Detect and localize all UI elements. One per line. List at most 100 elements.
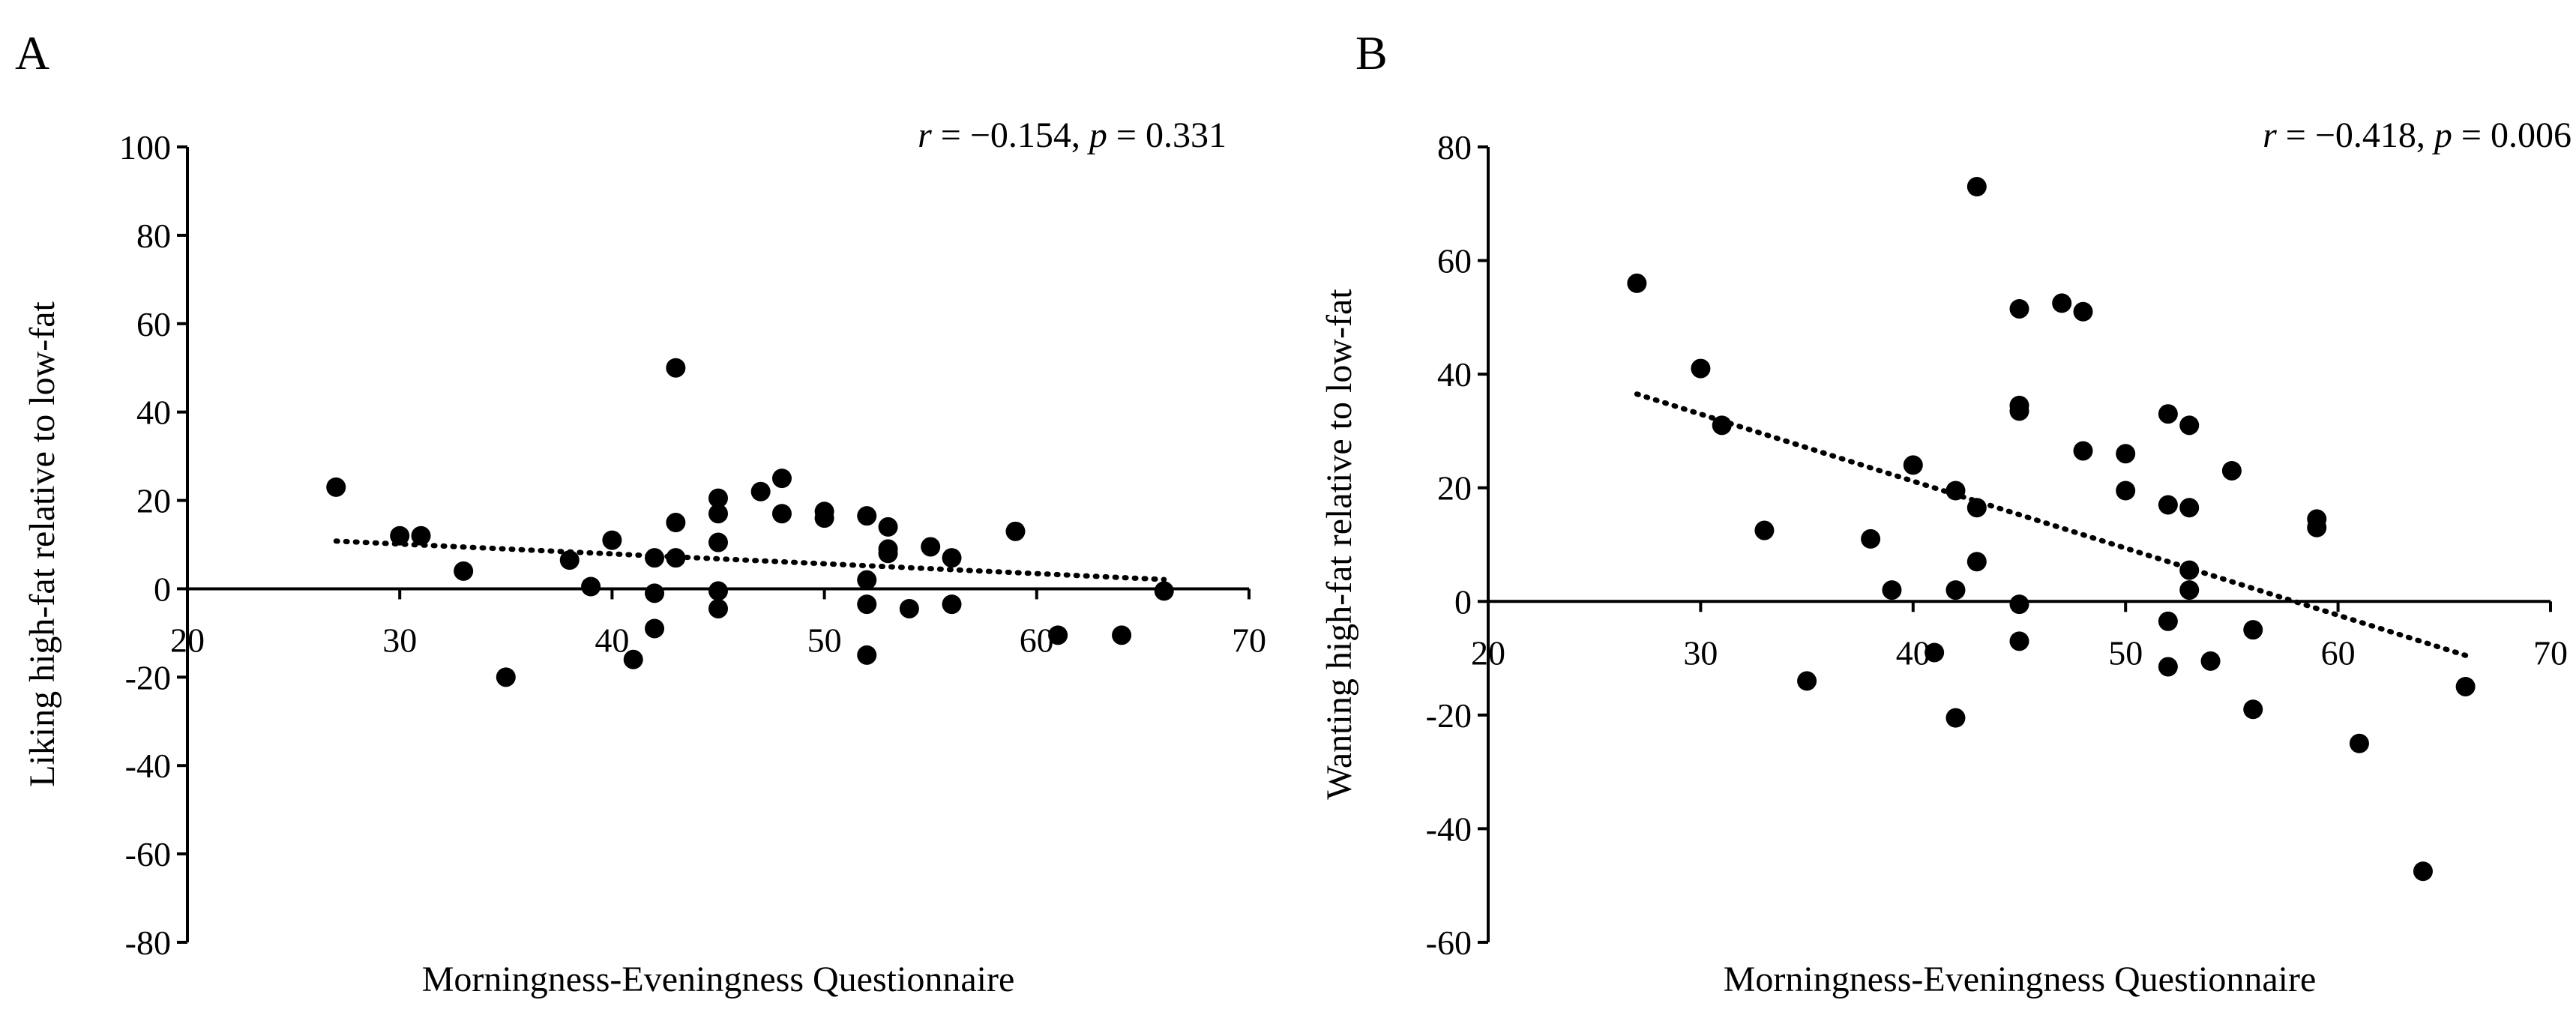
data-point <box>390 525 410 546</box>
data-point <box>2009 298 2029 319</box>
data-point <box>2009 631 2029 651</box>
data-point <box>857 645 877 665</box>
data-point <box>1627 273 1647 293</box>
data-point <box>623 649 643 669</box>
data-point <box>454 561 474 581</box>
data-point <box>326 477 346 497</box>
data-point <box>1903 455 1923 475</box>
data-point <box>581 576 601 597</box>
data-point <box>771 504 792 524</box>
data-point <box>2009 594 2029 615</box>
y-tick-label: 40 <box>136 394 171 432</box>
panel-a: A 100 80 60 40 20 0 -20 -40 -60 -80 20 30 40 50 60 70 Lik… <box>15 26 1266 999</box>
y-tick-label: 40 <box>1437 355 1472 394</box>
data-point <box>1797 671 1817 691</box>
data-point <box>2413 861 2433 882</box>
data-point <box>1861 528 1881 549</box>
annotation-r-text: = −0.154, <box>932 115 1089 155</box>
y-tick-label: 60 <box>136 305 171 343</box>
data-point <box>2116 481 2136 501</box>
data-point <box>1712 415 1732 436</box>
data-point <box>1154 581 1174 601</box>
data-point <box>645 548 665 568</box>
y-tick-label: 80 <box>1437 128 1472 166</box>
data-point <box>1005 521 1026 541</box>
annotation-p-text: = 0.006 <box>2452 115 2572 155</box>
data-point <box>2158 657 2178 677</box>
x-tick-label: 40 <box>595 621 629 659</box>
y-tick-label: 0 <box>154 570 171 608</box>
annotation-p-text: = 0.331 <box>1107 115 1227 155</box>
data-point <box>2200 651 2221 671</box>
data-point <box>708 598 728 618</box>
data-point <box>1048 625 1068 645</box>
x-tick-label: 50 <box>2108 633 2143 672</box>
data-point <box>1112 625 1132 645</box>
correlation-annotation: r = −0.154, p = 0.331 <box>918 115 1227 155</box>
data-point <box>708 581 728 601</box>
data-point <box>1754 520 1775 540</box>
data-point <box>2179 580 2200 600</box>
data-point <box>2455 676 2476 696</box>
data-point <box>2116 444 2136 464</box>
x-tick-label: 30 <box>382 621 417 659</box>
data-point <box>2073 441 2093 461</box>
y-tick-label: -20 <box>1426 696 1472 735</box>
annotation-r-symbol: r <box>918 115 932 155</box>
data-point <box>708 504 728 524</box>
x-tick-label: 70 <box>1232 621 1266 659</box>
data-point <box>857 506 877 526</box>
x-tick-label: 60 <box>2321 633 2356 672</box>
data-point <box>1882 580 1902 600</box>
y-tick-label: -60 <box>125 835 171 873</box>
data-point <box>2243 620 2263 640</box>
data-point <box>2158 404 2178 424</box>
data-point <box>2052 293 2072 313</box>
data-point <box>814 508 834 528</box>
data-point <box>645 618 665 639</box>
y-tick-label: 60 <box>1437 242 1472 280</box>
data-point <box>2009 401 2029 421</box>
data-point <box>1945 708 1966 728</box>
y-tick-label: 0 <box>1454 582 1472 621</box>
panel-label: A <box>15 26 49 79</box>
data-point <box>942 594 962 615</box>
data-point <box>2349 733 2369 753</box>
data-point <box>602 530 622 550</box>
x-tick-label: 30 <box>1683 633 1718 672</box>
data-point <box>666 513 686 533</box>
annotation-r-text: = −0.418, <box>2277 115 2434 155</box>
data-point <box>2307 517 2327 537</box>
data-point <box>878 516 898 537</box>
y-tick-label: 20 <box>1437 469 1472 508</box>
x-tick-label: 20 <box>170 621 205 659</box>
data-point <box>899 598 919 618</box>
panel-b: B 80 60 40 20 0 -20 -40 -60 20 30 40 50 60 70 Wanting h… <box>1319 26 2572 999</box>
data-point <box>559 550 580 570</box>
x-tick-label: 50 <box>807 621 842 659</box>
data-point <box>857 570 877 590</box>
data-point <box>1966 552 1987 572</box>
data-point <box>942 548 962 568</box>
x-tick-label: 60 <box>1020 621 1054 659</box>
y-tick-label: -80 <box>125 924 171 962</box>
annotation-p-symbol: p <box>1087 115 1107 155</box>
data-point <box>645 583 665 603</box>
y-tick-label: -40 <box>125 747 171 785</box>
data-point <box>2073 301 2093 322</box>
data-point <box>2243 699 2263 720</box>
data-point <box>411 525 431 546</box>
x-tick-label: 20 <box>1471 633 1505 672</box>
panel-label: B <box>1355 26 1388 79</box>
y-tick-label: 80 <box>136 217 171 255</box>
data-point <box>1925 642 1945 663</box>
data-point <box>666 358 686 378</box>
data-point <box>2158 495 2178 515</box>
y-axis-title: Wanting high-fat relative to low-fat <box>1319 289 1359 800</box>
data-point <box>750 481 771 502</box>
data-point <box>2158 611 2178 631</box>
y-tick-label: -20 <box>125 658 171 696</box>
data-point <box>2179 415 2200 436</box>
y-tick-label: -60 <box>1426 924 1472 962</box>
